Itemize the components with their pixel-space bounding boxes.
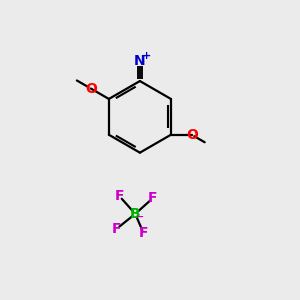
Text: F: F [112, 222, 122, 236]
Text: B: B [130, 207, 141, 221]
Text: −: − [136, 212, 144, 222]
Text: O: O [186, 128, 198, 142]
Text: F: F [115, 189, 124, 203]
Text: F: F [139, 226, 148, 240]
Text: F: F [148, 191, 158, 205]
Text: +: + [142, 51, 151, 61]
Text: N: N [134, 54, 146, 68]
Text: O: O [85, 82, 97, 96]
